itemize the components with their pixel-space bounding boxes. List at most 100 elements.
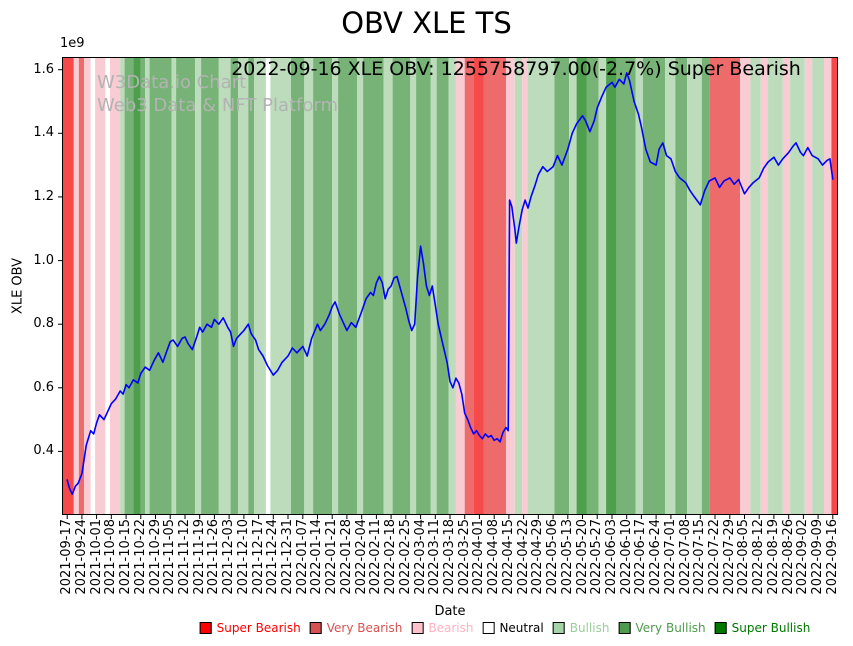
x-tick-label: 2022-05-27 [589, 519, 605, 595]
x-tick-label: 2022-01-28 [338, 519, 354, 595]
signal-band-bearish [740, 57, 751, 515]
x-tick-label: 2022-03-18 [442, 519, 457, 595]
legend-label: Super Bearish [216, 621, 301, 635]
x-tick-label: 2021-12-31 [280, 519, 296, 595]
signal-band-very_bearish [483, 57, 506, 515]
x-tick-label: 2022-03-11 [427, 519, 443, 595]
signal-band-super_bearish [831, 57, 838, 515]
legend-swatch-icon [199, 622, 212, 634]
legend-item-bearish: Bearish [411, 621, 473, 635]
signal-band-very_bullish [201, 57, 219, 515]
signal-band-bullish [410, 57, 417, 515]
x-tick-label: 2021-10-22 [132, 519, 148, 595]
legend-label: Super Bullish [731, 621, 811, 635]
signal-band-very_bullish [586, 57, 599, 515]
x-tick-label: 2021-10-15 [118, 519, 134, 595]
signal-band-super_bullish [606, 57, 617, 515]
signal-band-bearish [84, 57, 91, 515]
x-tick-label: 2021-12-10 [235, 519, 251, 595]
signal-band-bullish [750, 57, 761, 515]
legend-swatch-icon [714, 622, 727, 634]
legend-item-very-bearish: Very Bearish [309, 621, 403, 635]
signal-band-bullish [145, 57, 150, 515]
signal-band-super_bullish [133, 57, 141, 515]
x-tick-label: 2022-09-02 [795, 519, 811, 595]
x-tick-label: 2022-04-08 [486, 519, 502, 595]
signal-band-bullish [357, 57, 364, 515]
legend-item-super-bearish: Super Bearish [199, 621, 301, 635]
x-tick-label: 2021-11-12 [176, 519, 192, 595]
signal-band-very_bullish [313, 57, 333, 515]
signal-band-bullish [528, 57, 555, 515]
signal-band-bullish [218, 57, 231, 515]
signal-band-bullish [254, 57, 266, 515]
legend-swatch-icon [482, 622, 495, 634]
chart-subtitle: 2022-09-16 XLE OBV: 1255758797.00(-2.7%)… [231, 58, 801, 80]
signal-band-very_bullish [675, 57, 688, 515]
signal-band-bullish [120, 57, 125, 515]
signal-band-bearish [95, 57, 106, 515]
signal-band-bearish [760, 57, 769, 515]
signal-band-bearish [455, 57, 465, 515]
signal-band-bullish [790, 57, 805, 515]
y-tick-label: 0.8 [33, 316, 54, 332]
signal-band-bullish [812, 57, 824, 515]
signal-band-very_bearish [78, 57, 85, 515]
x-tick-label: 2022-08-19 [765, 519, 781, 595]
signal-band-super_bearish [473, 57, 484, 515]
x-tick-label: 2022-06-03 [603, 519, 619, 595]
legend-swatch-icon [411, 622, 424, 634]
signal-band-very_bullish [616, 57, 636, 515]
signal-band-very_bullish [230, 57, 238, 515]
y-tick-label: 0.4 [33, 443, 54, 459]
x-tick-label: 2022-07-22 [707, 519, 723, 595]
signal-band-very_bullish [642, 57, 665, 515]
signal-band-very_bullish [176, 57, 196, 515]
x-tick-label: 2022-07-01 [662, 519, 678, 595]
signal-band-very_bullish [392, 57, 411, 515]
y-tick-label: 0.6 [33, 379, 54, 395]
x-tick-label: 2022-05-06 [545, 519, 561, 595]
signal-band-bullish [687, 57, 702, 515]
signal-band-super_bullish [576, 57, 587, 515]
x-tick-label: 2022-02-18 [383, 519, 399, 595]
x-tick-label: 2022-09-16 [824, 519, 840, 595]
signal-band-bullish [514, 57, 523, 515]
signal-band-bullish [430, 57, 437, 515]
x-tick-label: 2022-07-15 [692, 519, 708, 595]
signal-band-very_bullish [149, 57, 172, 515]
signal-band-bullish [635, 57, 643, 515]
signal-band-very_bearish [709, 57, 741, 515]
legend-swatch-icon [552, 622, 565, 634]
signal-band-bullish [238, 57, 249, 515]
x-tick-label: 2022-04-15 [500, 519, 516, 595]
legend-label: Very Bearish [326, 621, 403, 635]
plot-area: W3Data.io Chart Web3 Data & NFT Platform… [58, 57, 838, 519]
signal-band-bearish [804, 57, 813, 515]
x-tick-label: 2022-06-24 [648, 519, 664, 595]
signal-band-bullish [270, 57, 291, 515]
chart-title: OBV XLE TS [341, 6, 512, 40]
signal-band-bullish [768, 57, 783, 515]
legend-item-super-bullish: Super Bullish [714, 621, 811, 635]
x-tick-label: 2022-04-29 [530, 519, 546, 595]
x-tick-label: 2021-11-26 [206, 519, 222, 595]
signal-band-bullish [195, 57, 202, 515]
signal-band-neutral [105, 57, 110, 515]
x-tick-label: 2022-02-25 [397, 519, 413, 595]
signal-band-bearish [109, 57, 121, 515]
x-tick-label: 2022-02-11 [368, 519, 384, 595]
x-tick-label: 2021-09-24 [73, 519, 89, 595]
signal-band-bullish [598, 57, 607, 515]
y-tick-label: 1.6 [33, 61, 54, 77]
legend-label: Neutral [499, 621, 544, 635]
x-axis-label: Date [434, 604, 466, 619]
signal-band-bearish [782, 57, 791, 515]
signal-band-neutral [265, 57, 271, 515]
signal-band-bearish [522, 57, 529, 515]
watermark: W3Data.io Chart Web3 Data & NFT Platform [97, 71, 338, 117]
x-tick-label: 2022-09-09 [810, 519, 826, 595]
signal-band-bearish [73, 57, 79, 515]
x-tick-label: 2021-12-03 [221, 519, 237, 595]
